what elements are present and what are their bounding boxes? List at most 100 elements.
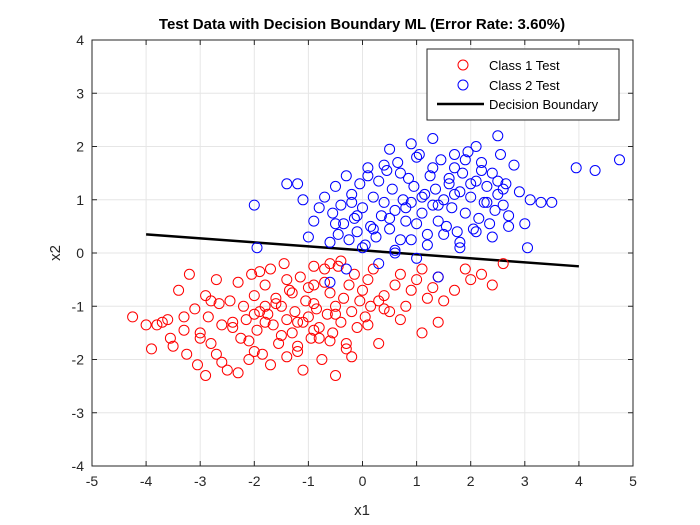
- class-2-point: [465, 191, 477, 203]
- class-1-point: [292, 340, 304, 352]
- class-2-point: [292, 178, 304, 190]
- class-2-point: [335, 199, 347, 211]
- class-2-point: [308, 215, 320, 227]
- class-1-point: [275, 300, 287, 312]
- class-1-point: [192, 359, 203, 371]
- class-1-point: [162, 314, 174, 326]
- class-2-point: [330, 180, 341, 192]
- x-tick-label: 3: [521, 473, 529, 489]
- class-1-point: [210, 274, 222, 286]
- class-2-point: [476, 165, 487, 176]
- class-2-point: [449, 162, 460, 174]
- y-tick-label: -2: [72, 352, 85, 368]
- class-2-point: [330, 218, 341, 230]
- class-2-point: [248, 199, 260, 211]
- class-1-point: [243, 335, 255, 347]
- class-1-point: [324, 258, 336, 270]
- class-2-point: [427, 199, 439, 211]
- class-1-point: [324, 287, 336, 299]
- class-2-point: [324, 236, 336, 248]
- class-1-point: [173, 284, 185, 296]
- y-tick-label: -1: [72, 298, 85, 314]
- class-1-point: [359, 311, 371, 323]
- class-2-point: [367, 223, 379, 235]
- y-axis-label: x2: [47, 245, 64, 261]
- class-2-point: [484, 218, 496, 230]
- class-2-point: [408, 180, 420, 192]
- class-1-point: [181, 348, 193, 360]
- class-1-point: [316, 354, 328, 365]
- class-1-point: [346, 351, 358, 363]
- class-2-point: [443, 178, 455, 190]
- class-1-point: [127, 311, 139, 323]
- class-1-point: [302, 282, 314, 294]
- class-1-point: [216, 356, 228, 368]
- class-2-point: [513, 186, 525, 198]
- class-2-point: [416, 207, 428, 219]
- y-tick-label: 2: [76, 139, 84, 155]
- class-1-point: [275, 330, 287, 341]
- class-1-point: [449, 284, 460, 296]
- class-2-point: [373, 258, 385, 270]
- class-1-point: [254, 266, 266, 278]
- class-1-point: [321, 308, 333, 320]
- x-axis-label: x1: [354, 502, 370, 519]
- class-2-point: [481, 196, 493, 208]
- class-2-point: [416, 191, 428, 203]
- x-tick-label: 2: [467, 473, 475, 489]
- class-1-point: [286, 327, 298, 339]
- class-2-point: [435, 154, 447, 166]
- class-1-point: [335, 316, 347, 328]
- class-2-point: [384, 212, 396, 224]
- class-1-point: [292, 346, 304, 357]
- class-1-point: [427, 282, 439, 294]
- class-2-point: [470, 141, 482, 152]
- class-2-point: [359, 239, 371, 251]
- class-2-point: [522, 242, 533, 254]
- class-2-point: [614, 154, 625, 166]
- class-2-point: [443, 172, 455, 184]
- class-2-point: [297, 194, 309, 206]
- class-2-point: [467, 223, 479, 235]
- x-tick-label: -5: [86, 473, 99, 489]
- class-1-point: [216, 319, 228, 331]
- class-2-point: [405, 138, 417, 150]
- class-2-point: [449, 149, 460, 160]
- class-1-point: [476, 268, 487, 280]
- class-1-point: [313, 332, 325, 344]
- y-tick-label: 1: [76, 192, 84, 208]
- class-2-point: [570, 162, 582, 174]
- class-2-point: [470, 175, 482, 187]
- class-2-point: [427, 162, 439, 174]
- class-2-point: [454, 236, 466, 248]
- class-2-point: [535, 196, 547, 208]
- class-2-point: [370, 231, 382, 243]
- class-2-point: [354, 178, 366, 190]
- class-1-point: [270, 292, 282, 304]
- scatter-points: [127, 130, 625, 381]
- class-2-point: [489, 204, 501, 216]
- class-2-point: [384, 223, 396, 235]
- class-2-point: [473, 212, 485, 224]
- legend-box: [426, 48, 620, 121]
- class-1-point: [357, 284, 368, 296]
- class-1-point: [416, 327, 428, 339]
- class-2-point: [432, 271, 444, 283]
- x-tick-label: 1: [413, 473, 421, 489]
- class-1-point: [167, 340, 179, 352]
- class-2-point: [419, 188, 431, 200]
- y-tick-label: 3: [76, 85, 84, 101]
- class-1-point: [205, 338, 217, 349]
- class-2-point: [281, 178, 293, 190]
- y-tick-label: -4: [72, 458, 85, 474]
- class-1-point: [202, 311, 214, 323]
- class-2-point: [421, 239, 433, 251]
- class-1-point: [205, 295, 217, 307]
- class-2-point: [394, 167, 406, 179]
- class-1-point: [327, 327, 339, 339]
- class-1-point: [389, 279, 401, 291]
- class-1-point: [300, 295, 312, 307]
- class-1-point: [178, 324, 190, 336]
- class-1-point: [146, 343, 157, 355]
